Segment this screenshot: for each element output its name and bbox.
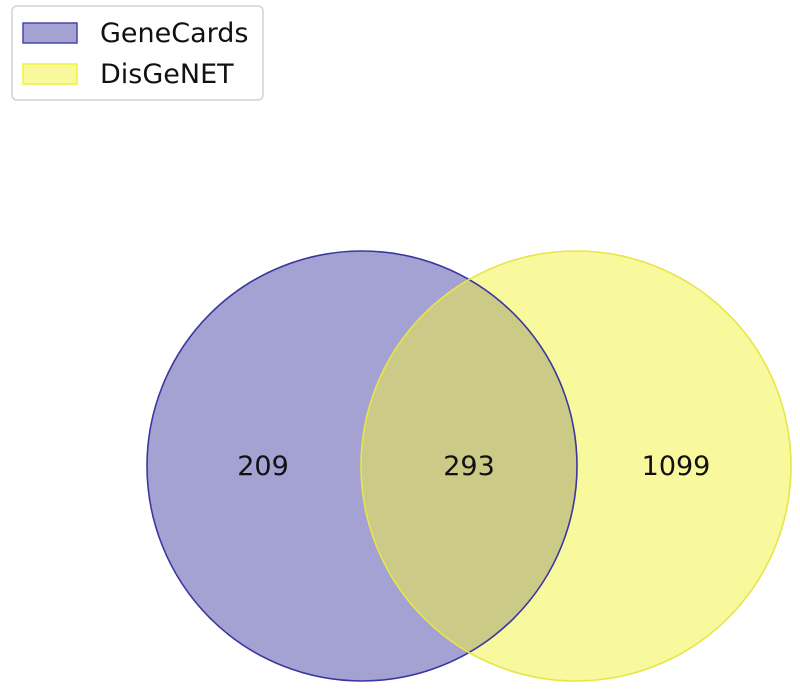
- region-overlap-count: 293: [443, 451, 495, 482]
- region-disgenet-only-count: 1099: [642, 451, 711, 482]
- legend-swatch-disgenet: [22, 63, 78, 85]
- legend-swatch-genecards: [22, 22, 78, 44]
- disgenet-circle-outline: [360, 250, 792, 682]
- genecards-circle-outline: [146, 250, 578, 682]
- legend: GeneCards DisGeNET: [11, 5, 264, 101]
- legend-label-genecards: GeneCards: [100, 18, 249, 49]
- region-genecards-only-count: 209: [237, 451, 289, 482]
- legend-label-disgenet: DisGeNET: [100, 59, 234, 90]
- disgenet-circle: [361, 251, 791, 681]
